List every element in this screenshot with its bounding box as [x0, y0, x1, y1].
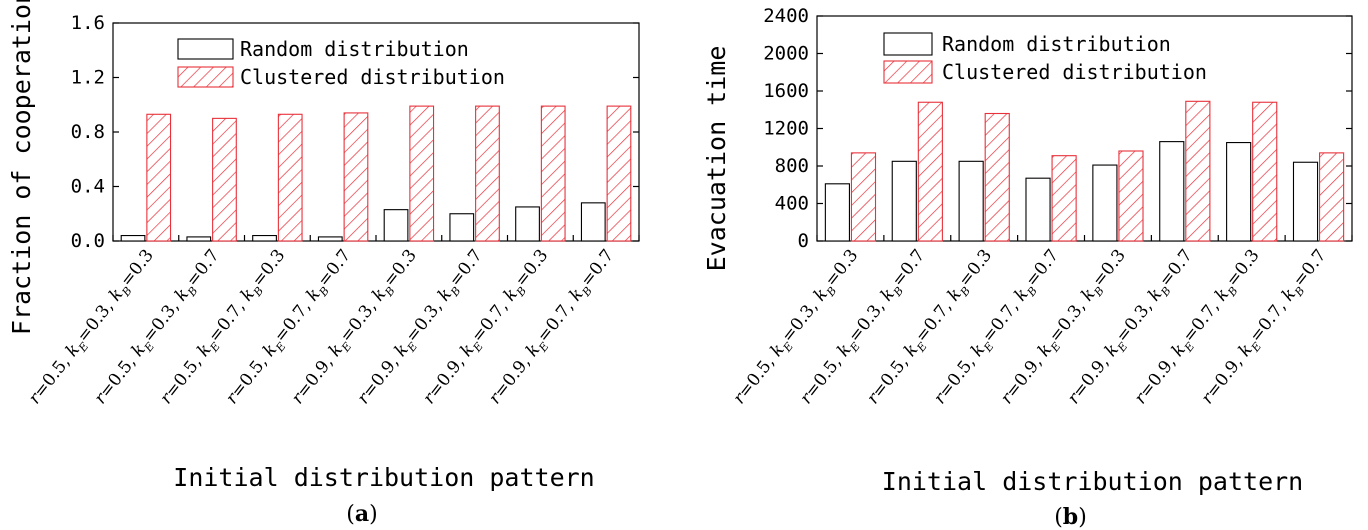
- bar-clustered-1: [850, 152, 877, 242]
- bar-clustered-6: [475, 105, 500, 242]
- legend-label-random: Random distribution: [240, 37, 469, 61]
- legend-label-clustered: Clustered distribution: [942, 60, 1207, 84]
- x-tick-label-8: r=0.9, kE=0.7, kB=0.7: [1198, 246, 1333, 410]
- legend-label-random: Random distribution: [942, 32, 1171, 56]
- x-tick-label-3: r=0.5, kE=0.7, kB=0.3: [156, 246, 291, 410]
- chart-panel-b: 0 400 800 1200 1600 2000 2400 r=0.5, kE=0.3, kB…: [702, 5, 1353, 530]
- legend-swatch-clustered: [883, 60, 933, 84]
- bar-random-2: [891, 160, 917, 242]
- y-tick-label: 400: [775, 193, 809, 215]
- bar-clustered-4: [343, 112, 369, 242]
- y-tick-label: 2400: [763, 5, 809, 27]
- x-tick-label-6: r=0.9, kE=0.3, kB=0.7: [1064, 246, 1199, 410]
- bar-clustered-5: [409, 105, 435, 242]
- x-tick-label-7: r=0.9, kE=0.7, kB=0.3: [419, 246, 554, 410]
- bar-random-3: [958, 160, 984, 242]
- bar-clustered-7: [1252, 101, 1278, 242]
- legend: Random distribution Clustered distributio…: [177, 37, 505, 89]
- legend: Random distribution Clustered distributio…: [883, 32, 1207, 84]
- y-tick-label: 0.8: [71, 121, 105, 143]
- y-tick-label: 1.2: [71, 67, 105, 89]
- bar-clustered-8: [606, 105, 632, 242]
- y-axis-title: Evacuation time: [702, 46, 731, 272]
- bar-random-7: [1226, 142, 1252, 242]
- bar-clustered-3: [277, 113, 303, 242]
- y-axis-title: Fraction of cooperation: [7, 0, 36, 335]
- x-tick-label-1: r=0.5, kE=0.3, kB=0.3: [25, 246, 160, 410]
- bar-random-5: [383, 209, 409, 242]
- y-tick-label: 2000: [763, 43, 809, 65]
- y-tick-label: 1200: [763, 118, 809, 140]
- bar-clustered-3: [984, 112, 1010, 242]
- bar-random-6: [1159, 141, 1185, 242]
- bar-random-8: [1292, 161, 1319, 242]
- x-tick-label-4: r=0.5, kE=0.7, kB=0.7: [222, 246, 357, 410]
- bar-random-8: [580, 202, 606, 242]
- x-tick-label-7: r=0.9, kE=0.7, kB=0.3: [1131, 246, 1266, 410]
- panel-label: (a): [346, 501, 377, 527]
- bar-random-1: [824, 183, 850, 242]
- bar-random-7: [515, 206, 540, 242]
- legend-swatch-random: [883, 32, 933, 56]
- panel-letter: a: [355, 501, 369, 527]
- x-tick-label-8: r=0.9, kE=0.7, kB=0.7: [485, 246, 620, 410]
- bar-random-5: [1092, 164, 1118, 242]
- bar-random-6: [449, 213, 475, 242]
- bar-random-1: [120, 235, 146, 242]
- x-axis-title: Initial distribution pattern: [173, 463, 594, 492]
- legend-label-clustered: Clustered distribution: [240, 65, 505, 89]
- x-tick-label-5: r=0.9, kE=0.3, kB=0.3: [997, 246, 1132, 410]
- bar-clustered-7: [540, 105, 566, 242]
- x-tick-label-1: r=0.5, kE=0.3, kB=0.3: [729, 246, 864, 410]
- bar-clustered-4: [1051, 155, 1077, 242]
- bar-clustered-6: [1185, 100, 1211, 242]
- bar-random-4: [1025, 177, 1051, 242]
- y-tick-label: 1.6: [71, 12, 105, 34]
- x-tick-label-5: r=0.9, kE=0.3, kB=0.3: [288, 246, 423, 410]
- panel-label: (b): [1054, 504, 1087, 530]
- x-tick-label-2: r=0.5, kE=0.3, kB=0.7: [91, 246, 226, 410]
- bar-clustered-5: [1118, 150, 1144, 242]
- bar-clustered-2: [917, 101, 943, 242]
- x-axis-title: Initial distribution pattern: [882, 467, 1303, 496]
- y-tick-label: 0.4: [71, 176, 105, 198]
- bar-random-3: [252, 235, 277, 242]
- bar-clustered-2: [212, 117, 237, 242]
- legend-swatch-random: [177, 38, 234, 60]
- bar-random-4: [317, 236, 343, 242]
- legend-swatch-clustered: [177, 66, 234, 88]
- y-tick-label: 800: [775, 155, 809, 177]
- x-tick-label-2: r=0.5, kE=0.3, kB=0.7: [796, 246, 931, 410]
- panel-letter: b: [1063, 504, 1078, 530]
- bar-clustered-8: [1319, 152, 1345, 242]
- x-tick-label-4: r=0.5, kE=0.7, kB=0.7: [930, 246, 1065, 410]
- y-tick-label: 1600: [763, 80, 809, 102]
- y-tick-label: 0.0: [71, 230, 105, 252]
- bar-clustered-1: [146, 113, 172, 242]
- x-tick-label-6: r=0.9, kE=0.3, kB=0.7: [354, 246, 489, 410]
- bar-random-2: [186, 236, 212, 242]
- x-tick-label-3: r=0.5, kE=0.7, kB=0.3: [863, 246, 998, 410]
- y-tick-label: 0: [798, 230, 809, 252]
- chart-panel-a: 0.00.40.81.21.6r=0.5, kE=0.3, kB=0.3r=0.…: [7, 0, 640, 527]
